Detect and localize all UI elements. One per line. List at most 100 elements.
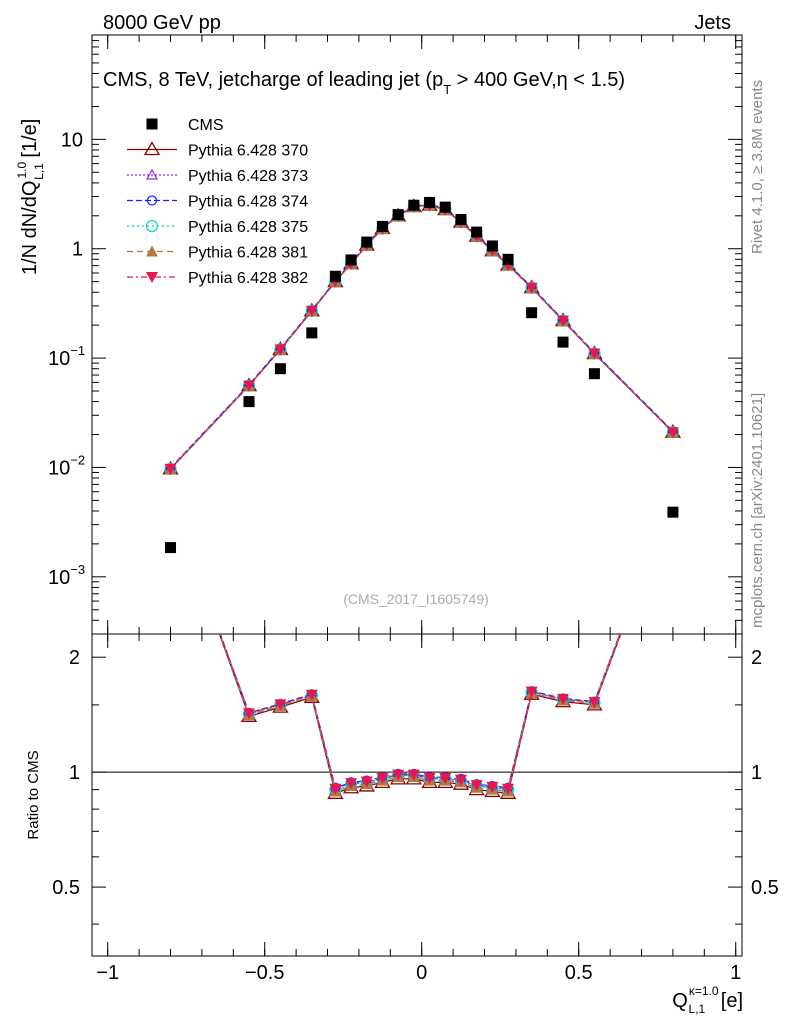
data-point-cms: [471, 226, 483, 238]
ratio-axis-label: Ratio to CMS: [25, 750, 42, 839]
legend-label-5: Pythia 6.428 381: [188, 245, 308, 262]
data-point-cms: [439, 201, 451, 213]
ratio-panel-frame: [91, 633, 743, 957]
series-marker-6: [666, 427, 679, 439]
x-tick-label: 1: [730, 962, 741, 984]
data-point-cms: [588, 368, 600, 380]
y-tick-label: 1: [72, 239, 83, 261]
y-tick-label: 10−3: [48, 562, 85, 589]
chart-title-rest: > 400 GeV,η < 1.5): [451, 69, 625, 91]
y-tick-label: 10: [61, 129, 83, 151]
x-axis-label-sup: κ=1.0: [689, 984, 719, 998]
data-point-cms: [667, 506, 679, 518]
main-plot-layer: [162, 196, 682, 554]
ratio-marker-4: [165, 492, 176, 503]
x-axis-label-main: Q: [672, 990, 688, 1012]
y-axis-label: 1/N dN/dQ 1.0 L,1 [1/e]: [15, 119, 46, 275]
legend-label-1: Pythia 6.428 370: [188, 143, 308, 160]
x-tick-label: 0: [416, 962, 427, 984]
ratio-marker-6: [525, 686, 538, 698]
data-point-cms: [345, 254, 357, 266]
y-axis-label-sup: 1.0: [15, 162, 29, 179]
series-marker-6: [525, 282, 538, 294]
ratio-marker-6: [423, 773, 436, 785]
ratio-marker-6: [486, 781, 499, 793]
data-point-cms: [274, 363, 286, 375]
ratio-marker-6: [454, 774, 467, 786]
ratio-tick-label-left: 1: [69, 762, 80, 784]
ratio-tick-label-left: 0.5: [52, 877, 80, 899]
ratio-marker-6: [360, 776, 373, 788]
data-point-cms: [557, 336, 569, 348]
ratio-marker-6: [667, 488, 679, 499]
ratio-marker-6: [165, 492, 177, 503]
legend-marker-3: [146, 195, 158, 206]
ratio-line-6: [219, 634, 621, 790]
series-marker-6: [274, 344, 287, 356]
x-axis-label-sub: L,1: [689, 1002, 706, 1016]
ratio-tick-label-right: 2: [751, 647, 762, 669]
series-marker-6: [243, 380, 256, 392]
ratio-marker-6: [588, 697, 601, 709]
ratio-marker-2: [668, 488, 678, 497]
ratio-line-4: [219, 634, 621, 791]
header-energy-label: 8000 GeV pp: [103, 12, 221, 34]
legend-label-0: CMS: [188, 117, 224, 134]
series-marker-6: [557, 315, 570, 327]
legend-label-2: Pythia 6.428 373: [188, 168, 308, 185]
ratio-marker-6: [274, 699, 287, 711]
header-category-label: Jets: [694, 12, 731, 34]
data-point-cms: [376, 220, 388, 232]
y-tick-label: 10−1: [48, 343, 85, 370]
x-axis-label: Qκ=1.0 L,1 [e]: [672, 984, 743, 1016]
legend: CMS Pythia 6.428 370 Pythia 6.428 373 Pythi…: [127, 117, 308, 287]
series-line-6: [170, 204, 674, 470]
data-point-cms: [408, 199, 420, 211]
legend-marker-6: [146, 272, 158, 283]
x-tick-label: 0.5: [565, 962, 593, 984]
ratio-marker-3: [668, 488, 677, 497]
ratio-marker-6: [329, 783, 342, 795]
ratio-marker-1: [164, 491, 178, 503]
data-point-cms: [329, 270, 341, 282]
rivet-version-label: Rivet 4.1.0, ≥ 3.8M events: [749, 80, 766, 254]
y-axis-label-sub: L,1: [32, 163, 46, 180]
legend-label-4: Pythia 6.428 375: [188, 219, 308, 236]
data-point-cms: [502, 253, 514, 265]
y-axis-label-main: 1/N dN/dQ: [19, 181, 41, 275]
data-point-cms: [243, 396, 255, 408]
legend-marker-5: [146, 245, 158, 257]
legend-marker-0: [146, 118, 158, 130]
ratio-marker-6: [407, 769, 420, 781]
y-tick-label: 10−2: [48, 452, 85, 479]
data-point-cms: [165, 542, 177, 554]
series-marker-6: [164, 463, 177, 475]
ratio-marker-6: [392, 769, 405, 781]
data-point-cms: [455, 214, 467, 226]
legend-label-6: Pythia 6.428 382: [188, 270, 308, 287]
ratio-marker-6: [557, 693, 570, 705]
legend-marker-1: [143, 141, 161, 156]
mcplots-label: mcplots.cern.ch [arXiv:2401.10621]: [749, 393, 766, 628]
ratio-tick-label-right: 0.5: [751, 877, 779, 899]
legend-marker-4: [145, 219, 159, 233]
data-point-cms: [486, 240, 498, 252]
ratio-marker-6: [305, 689, 318, 701]
data-point-cms: [306, 327, 318, 339]
x-axis-label-unit: [e]: [715, 990, 743, 1012]
ratio-marker-4: [667, 488, 678, 499]
data-point-cms: [361, 236, 373, 248]
axes-layer: −1 −0.5 0 0.5 1 10−3 10−2 10−1 1 10 0.5 0.5 1 1 2 2: [48, 34, 779, 984]
ratio-marker-3: [166, 493, 175, 502]
series-marker-6: [588, 348, 601, 360]
ratio-marker-2: [166, 492, 176, 501]
chart-title-subscript: T: [443, 82, 451, 97]
ratio-marker-6: [243, 708, 256, 720]
ratio-marker-5: [165, 492, 177, 503]
ratio-marker-6: [502, 783, 515, 795]
data-point-cms: [392, 209, 404, 221]
ratio-marker-5: [667, 487, 679, 498]
x-tick-label: −0.5: [245, 962, 284, 984]
ratio-plot-layer: [164, 487, 679, 799]
